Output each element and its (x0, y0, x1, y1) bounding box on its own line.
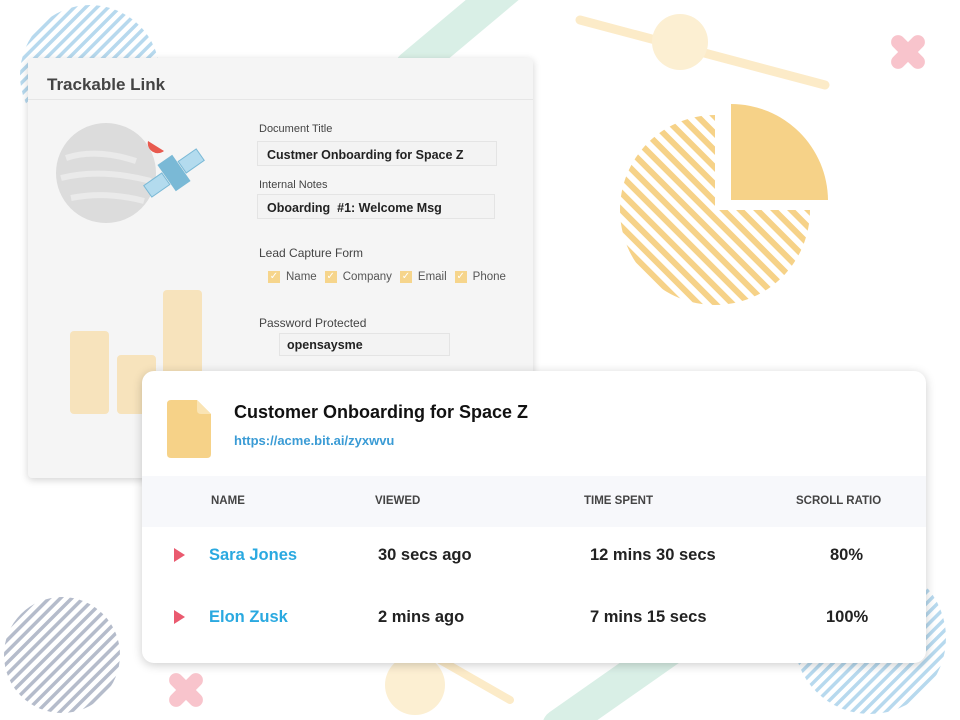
column-header-scroll-ratio: SCROLL RATIO (796, 495, 882, 507)
document-link[interactable]: https://acme.bit.ai/zyxwvu (234, 433, 395, 448)
time-spent: 7 mins 15 secs (590, 608, 707, 626)
document-title-label: Document Title (259, 123, 333, 135)
pink-x-icon (891, 35, 925, 69)
checkbox-label: Company (342, 271, 392, 283)
panel-title: Trackable Link (47, 75, 166, 94)
check-icon: ✓ (399, 271, 412, 283)
checkbox-label: Phone (472, 271, 506, 283)
table-header: NAME VIEWED TIME SPENT SCROLL RATIO (142, 476, 926, 527)
table-row[interactable]: Sara Jones 30 secs ago 12 mins 30 secs 8… (142, 535, 926, 575)
column-header-time-spent: TIME SPENT (584, 495, 654, 507)
scroll-ratio: 80% (830, 546, 864, 564)
check-icon: ✓ (324, 271, 337, 283)
table-row[interactable]: Elon Zusk 2 mins ago 7 mins 15 secs 100% (142, 597, 926, 637)
striped-circle-gray (4, 597, 120, 713)
viewed-time: 2 mins ago (378, 608, 465, 626)
viewed-time: 30 secs ago (378, 546, 472, 564)
document-icon (167, 400, 211, 458)
checkbox-label: Email (417, 271, 447, 283)
checkbox-name[interactable]: ✓ Name (268, 271, 317, 283)
divider (28, 99, 533, 100)
lead-capture-options: ✓ Name ✓ Company ✓ Email ✓ Phone (268, 271, 506, 283)
pink-x-icon-bottom (169, 673, 203, 707)
scroll-ratio: 100% (826, 608, 869, 626)
yellow-dot (652, 14, 708, 70)
satellite-planet-illustration (56, 123, 205, 223)
checkbox-phone[interactable]: ✓ Phone (454, 271, 506, 283)
checkbox-email[interactable]: ✓ Email (399, 271, 447, 283)
internal-notes-label: Internal Notes (259, 179, 328, 191)
password-input[interactable]: opensaysme (279, 333, 450, 356)
check-icon: ✓ (268, 271, 280, 283)
expand-arrow-icon[interactable] (174, 548, 185, 562)
document-title: Customer Onboarding for Space Z (234, 402, 529, 422)
viewer-name[interactable]: Sara Jones (209, 546, 298, 564)
check-icon: ✓ (454, 271, 467, 283)
checkbox-company[interactable]: ✓ Company (324, 271, 392, 283)
document-tracking-card: Customer Onboarding for Space Z https://… (142, 371, 926, 663)
expand-arrow-icon[interactable] (174, 610, 185, 624)
viewer-name[interactable]: Elon Zusk (209, 608, 288, 626)
checkbox-label: Name (286, 271, 317, 283)
password-label: Password Protected (259, 316, 367, 330)
column-header-name: NAME (211, 495, 245, 507)
internal-notes-input[interactable]: Oboarding #1: Welcome Msg (257, 194, 495, 219)
green-pill (394, 0, 526, 85)
document-title-input[interactable]: Custmer Onboarding for Space Z (257, 141, 497, 166)
pie-chart-illustration (620, 103, 828, 305)
yellow-dot-bottom (385, 655, 445, 715)
bar (70, 331, 109, 414)
lead-capture-label: Lead Capture Form (259, 246, 364, 260)
yellow-line-bottom (436, 656, 514, 704)
column-header-viewed: VIEWED (375, 495, 421, 507)
time-spent: 12 mins 30 secs (590, 546, 716, 564)
